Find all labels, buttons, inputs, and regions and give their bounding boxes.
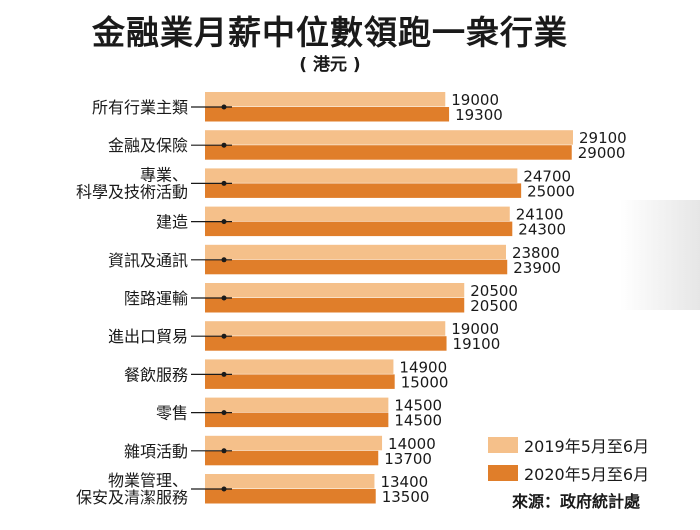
bar-2019 [205,130,573,145]
value-label-2020: 13700 [384,450,432,468]
value-label-2020: 19300 [455,106,503,124]
value-label-2020: 23900 [513,259,561,277]
bar-2019 [205,168,518,183]
category-label: 物業管理、保安及清潔服務 [76,471,188,507]
chart-subtitle: ( 港元 ) [299,55,361,75]
category-label: 陸路運輸 [124,289,188,308]
chart-title: 金融業月薪中位數領跑一衆行業 [92,13,568,52]
category-label: 專業、科學及技術活動 [76,165,188,201]
legend-item-2020: 2020年5月至6月 [488,460,649,486]
bar-2019 [205,244,506,260]
pointer-dot [221,486,227,492]
value-label-2020: 24300 [518,221,566,239]
value-label-2020: 14500 [394,412,442,430]
source-note: 來源：政府統計處 [512,492,641,511]
value-label-2019: 14000 [388,435,436,453]
bar-2020 [205,374,395,389]
value-label-2019: 29100 [579,129,627,147]
category-label: 所有行業主類 [92,98,188,117]
bar-2019 [205,359,394,374]
bar-2019 [205,474,375,489]
value-label-2019: 19000 [451,91,499,109]
value-label-2020: 15000 [401,373,449,391]
value-label-2019: 13400 [380,473,428,491]
pointer-dot [221,142,227,148]
category-label-line: 科學及技術活動 [76,182,188,201]
category-label-line: 保安及清潔服務 [76,488,188,507]
pointer-dot [221,295,227,301]
background-shade [620,200,700,310]
value-label-2019: 24100 [516,206,564,224]
bar-2019 [205,435,383,451]
bar-2019 [205,397,389,413]
pointer-dot [221,448,227,454]
legend-swatch-2020 [488,465,518,481]
bar-2019 [205,92,446,107]
bar-2019 [205,321,446,336]
pointer-dot [221,410,227,416]
value-label-2019: 19000 [451,320,499,338]
bar-2020 [205,107,450,122]
legend-label-2020: 2020年5月至6月 [524,465,650,484]
legend-label-2019: 2019年5月至6月 [524,437,650,456]
category-label: 進出口貿易 [108,327,188,346]
pointer-dot [221,219,227,225]
bar-2020 [205,221,513,237]
value-label-2019: 24700 [523,167,571,185]
pointer-dot [221,333,227,339]
value-label-2019: 14900 [399,358,447,376]
legend: 2019年5月至6月 2020年5月至6月 [488,432,649,488]
pointer-dot [221,104,227,110]
bar-2019 [205,206,510,222]
bar-2020 [205,298,465,313]
legend-item-2019: 2019年5月至6月 [488,432,649,458]
category-label: 零售 [156,404,188,423]
bar-2020 [205,259,508,275]
value-label-2020: 13500 [382,488,430,506]
pointer-dot [221,371,227,377]
pointer-dot [221,180,227,186]
value-label-2020: 25000 [527,182,575,200]
bar-2019 [205,283,465,298]
value-label-2019: 23800 [512,244,560,262]
value-label-2020: 29000 [578,144,626,162]
bar-2020 [205,450,379,466]
value-label-2019: 14500 [394,397,442,415]
category-label-line: 專業、 [140,165,188,184]
bar-2020 [205,336,447,351]
category-label: 雜項活動 [124,442,188,461]
category-label-line: 物業管理、 [108,471,188,490]
bar-2020 [205,489,376,504]
value-label-2020: 20500 [470,297,518,315]
category-label: 建造 [156,213,188,232]
bar-2020 [205,183,522,198]
legend-swatch-2019 [488,437,518,453]
category-label: 餐飲服務 [124,365,188,384]
category-label: 資訊及通訊 [108,251,188,270]
value-label-2019: 20500 [470,282,518,300]
bar-2020 [205,145,572,160]
bar-2020 [205,412,389,428]
pointer-dot [221,257,227,263]
value-label-2020: 19100 [453,335,501,353]
category-label: 金融及保險 [108,136,188,155]
